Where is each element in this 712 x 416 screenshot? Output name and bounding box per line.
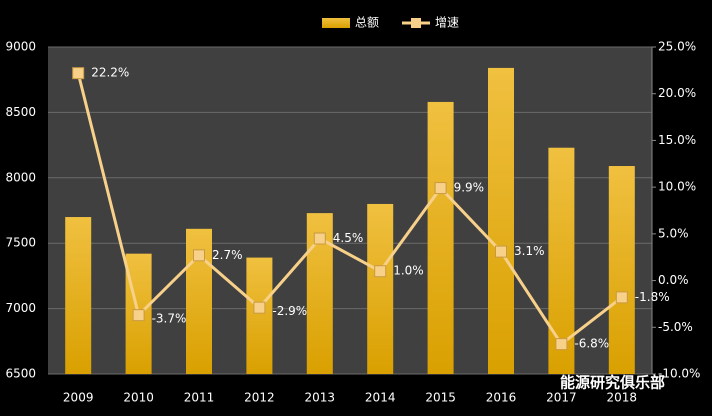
data-label: 22.2% bbox=[91, 66, 129, 80]
y-tick-label: 7500 bbox=[5, 236, 36, 250]
bar bbox=[427, 101, 454, 374]
data-label: 4.5% bbox=[333, 231, 364, 245]
data-label: -3.7% bbox=[152, 312, 187, 326]
data-label: 9.9% bbox=[454, 181, 485, 195]
x-tick-label: 2012 bbox=[244, 391, 275, 405]
bar bbox=[608, 166, 635, 374]
y-tick-label: 9000 bbox=[5, 40, 36, 54]
legend-label: 总额 bbox=[355, 16, 379, 30]
legend-swatch bbox=[322, 18, 350, 28]
marker bbox=[253, 301, 266, 314]
data-label: -1.8% bbox=[635, 290, 670, 304]
marker bbox=[72, 67, 85, 80]
x-tick-label: 2018 bbox=[607, 391, 638, 405]
watermark: 能源研究俱乐部 bbox=[560, 374, 665, 392]
x-tick-label: 2013 bbox=[305, 391, 336, 405]
y2-tick-label: 25.0% bbox=[658, 40, 696, 54]
legend-marker bbox=[411, 18, 421, 28]
x-tick-label: 2010 bbox=[123, 391, 154, 405]
y2-tick-label: -5.0% bbox=[658, 320, 693, 334]
y2-tick-label: 15.0% bbox=[658, 133, 696, 147]
marker bbox=[495, 245, 507, 258]
marker bbox=[374, 265, 387, 278]
y-tick-label: 7000 bbox=[5, 301, 36, 315]
y-tick-label: 8500 bbox=[5, 105, 36, 119]
data-label: -2.9% bbox=[272, 304, 307, 318]
y2-tick-label: -10.0% bbox=[658, 367, 700, 381]
y-tick-label: 8000 bbox=[5, 170, 36, 184]
y2-tick-label: 10.0% bbox=[658, 180, 696, 194]
x-tick-label: 2009 bbox=[63, 391, 94, 405]
legend-label: 增速 bbox=[435, 16, 459, 30]
marker bbox=[313, 232, 326, 245]
marker bbox=[615, 291, 628, 304]
x-tick-label: 2017 bbox=[546, 391, 577, 405]
x-tick-label: 2015 bbox=[425, 391, 456, 405]
data-label: 2.7% bbox=[212, 248, 243, 262]
line bbox=[76, 72, 623, 347]
x-tick-label: 2014 bbox=[365, 391, 396, 405]
marker bbox=[555, 338, 568, 351]
y2-tick-label: 5.0% bbox=[658, 226, 689, 240]
y2-tick-label: 0.0% bbox=[658, 273, 689, 287]
x-tick-label: 2011 bbox=[184, 391, 215, 405]
bar bbox=[367, 203, 394, 374]
y-tick-label: 6500 bbox=[5, 367, 36, 381]
bar bbox=[246, 257, 273, 374]
marker bbox=[193, 249, 205, 262]
marker bbox=[434, 182, 447, 195]
bar bbox=[65, 217, 92, 374]
data-label: 1.0% bbox=[393, 264, 424, 278]
data-label: -6.8% bbox=[574, 337, 609, 351]
marker bbox=[132, 309, 145, 322]
x-tick-label: 2016 bbox=[486, 391, 517, 405]
y2-tick-label: 20.0% bbox=[658, 86, 696, 100]
bar bbox=[488, 67, 514, 374]
data-label: 3.1% bbox=[514, 244, 545, 258]
